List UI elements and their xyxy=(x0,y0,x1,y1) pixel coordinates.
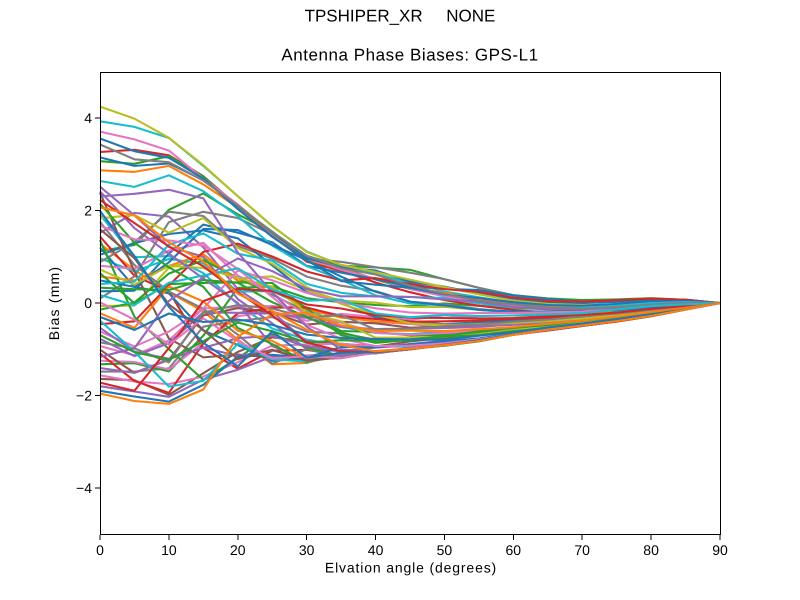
svg-text:10: 10 xyxy=(161,542,177,558)
svg-text:80: 80 xyxy=(643,542,659,558)
svg-text:60: 60 xyxy=(506,542,522,558)
svg-text:Elvation angle (degrees): Elvation angle (degrees) xyxy=(325,560,497,576)
svg-text:Bias (mm): Bias (mm) xyxy=(46,266,62,341)
svg-text:0: 0 xyxy=(96,542,104,558)
svg-text:0: 0 xyxy=(84,295,92,311)
svg-text:50: 50 xyxy=(437,542,453,558)
svg-text:Antenna Phase Biases: GPS-L1: Antenna Phase Biases: GPS-L1 xyxy=(281,46,538,65)
svg-text:−4: −4 xyxy=(76,480,92,496)
svg-text:20: 20 xyxy=(230,542,246,558)
svg-text:−2: −2 xyxy=(76,387,92,403)
svg-text:2: 2 xyxy=(84,203,92,219)
svg-text:TPSHIPER_XR NONE: TPSHIPER_XR NONE xyxy=(305,7,496,26)
svg-text:40: 40 xyxy=(368,542,384,558)
svg-text:90: 90 xyxy=(712,542,728,558)
svg-text:30: 30 xyxy=(299,542,315,558)
svg-text:70: 70 xyxy=(574,542,590,558)
svg-text:4: 4 xyxy=(84,110,92,126)
